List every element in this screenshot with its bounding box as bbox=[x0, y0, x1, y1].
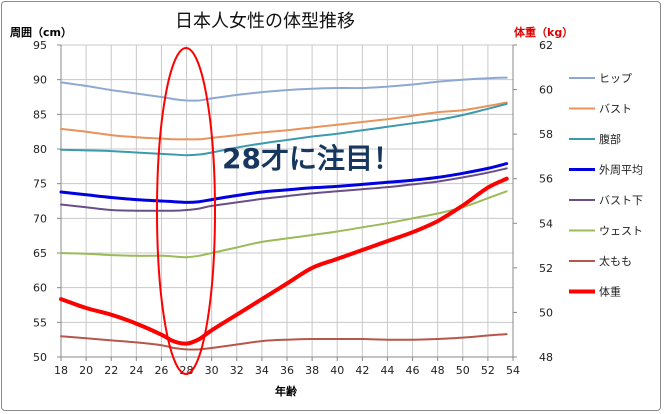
x-tick-label: 52 bbox=[481, 364, 495, 377]
x-axis-title: 年齢 bbox=[275, 384, 298, 398]
highlight-ellipse bbox=[156, 47, 216, 375]
chart-title: 日本人女性の体型推移 bbox=[175, 11, 355, 32]
y-axis-right-title: 体重（kg） bbox=[514, 25, 573, 39]
axes: 95 90 85 80 75 70 65 60 55 50 62 60 58 56 54 52 50 48 18 20… bbox=[33, 39, 553, 377]
x-tick-label: 44 bbox=[380, 364, 394, 377]
legend-label-3: 外周平均 bbox=[599, 164, 643, 177]
y-left-tick-label: 50 bbox=[33, 351, 47, 364]
y-left-tick-label: 65 bbox=[33, 247, 47, 260]
legend-label-6: 太もも bbox=[599, 255, 632, 268]
y-left-tick-label: 90 bbox=[33, 74, 47, 87]
series-line-2 bbox=[60, 102, 508, 157]
x-tick-label: 18 bbox=[54, 364, 68, 377]
y-left-tick-label: 70 bbox=[33, 212, 47, 225]
series-line-1 bbox=[60, 101, 508, 141]
x-tick-label: 48 bbox=[431, 364, 445, 377]
x-tick-label: 22 bbox=[104, 364, 118, 377]
y-right-tick-label: 62 bbox=[539, 39, 553, 52]
x-tick-label: 46 bbox=[406, 364, 420, 377]
x-tick-label: 32 bbox=[230, 364, 244, 377]
x-tick-label: 54 bbox=[506, 364, 520, 377]
series-line-3 bbox=[59, 162, 509, 204]
x-tick-label: 38 bbox=[305, 364, 319, 377]
y-right-tick-label: 60 bbox=[539, 84, 553, 97]
series-line-4 bbox=[60, 167, 508, 212]
y-left-tick-label: 95 bbox=[33, 39, 47, 52]
legend-label-7: 体重 bbox=[599, 285, 621, 299]
x-tick-label: 30 bbox=[205, 364, 219, 377]
series-line-5 bbox=[60, 190, 508, 259]
legend-label-2: 腹部 bbox=[599, 132, 621, 146]
y-right-tick-label: 56 bbox=[539, 173, 553, 186]
x-tick-label: 50 bbox=[456, 364, 470, 377]
y-right-tick-label: 48 bbox=[539, 351, 553, 364]
legend-label-4: バスト下 bbox=[599, 194, 643, 207]
series-lines bbox=[59, 76, 509, 351]
legend-label-0: ヒップ bbox=[599, 72, 632, 85]
x-tick-label: 40 bbox=[330, 364, 344, 377]
y-left-tick-label: 55 bbox=[33, 316, 47, 329]
x-tick-label: 20 bbox=[79, 364, 93, 377]
y-left-tick-label: 80 bbox=[33, 143, 47, 156]
y-right-tick-label: 54 bbox=[539, 217, 553, 230]
x-tick-label: 26 bbox=[154, 364, 168, 377]
x-tick-label: 36 bbox=[280, 364, 294, 377]
y-right-tick-label: 58 bbox=[539, 128, 553, 141]
series-line-6 bbox=[60, 333, 508, 351]
series-line-7 bbox=[59, 176, 509, 346]
y-right-tick-label: 50 bbox=[539, 306, 553, 319]
y-axis-left-title: 周囲（cm） bbox=[10, 26, 72, 39]
x-tick-label: 24 bbox=[129, 364, 143, 377]
y-left-tick-label: 75 bbox=[33, 178, 47, 191]
x-tick-label: 34 bbox=[255, 364, 269, 377]
legend-label-1: バスト bbox=[599, 103, 632, 116]
annotation-text: 28才に注目！ bbox=[222, 142, 401, 175]
y-right-tick-label: 52 bbox=[539, 262, 553, 275]
y-left-tick-label: 60 bbox=[33, 282, 47, 295]
y-left-tick-label: 85 bbox=[33, 108, 47, 121]
x-tick-label: 42 bbox=[355, 364, 369, 377]
series-line-0 bbox=[60, 76, 508, 102]
legend-label-5: ウェスト bbox=[599, 225, 643, 238]
